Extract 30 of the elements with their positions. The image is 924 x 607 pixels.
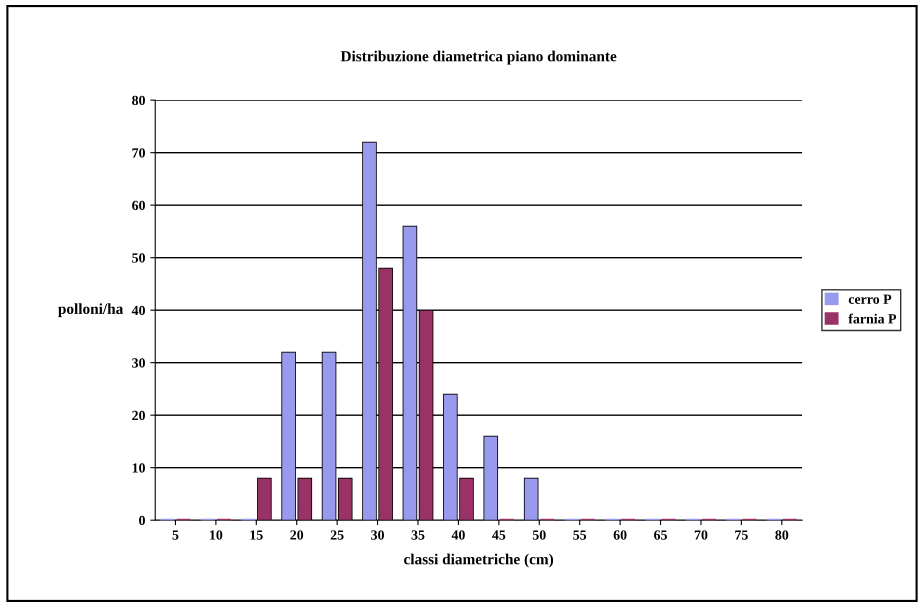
x-tick-label: 15 [250, 530, 263, 540]
x-tick-label: 80 [775, 530, 788, 540]
x-tick-label: 5 [172, 530, 178, 540]
x-axis-title: classi diametriche (cm) [404, 554, 554, 568]
y-tick-label: 40 [132, 306, 145, 316]
y-tick-label: 10 [132, 463, 145, 473]
x-tick-label: 25 [330, 530, 344, 540]
x-tick-label: 65 [654, 530, 667, 540]
legend-label: farnia P [848, 314, 896, 324]
y-axis-title: polloni/ha [58, 303, 124, 318]
legend-label: cerro P [848, 294, 892, 304]
y-tick-label: 50 [132, 253, 145, 263]
x-tick-label: 75 [735, 530, 748, 540]
x-tick-label: 50 [532, 530, 546, 540]
x-tick-label: 10 [210, 530, 222, 540]
y-tick-label: 60 [132, 200, 145, 210]
y-tick-label: 30 [132, 358, 145, 368]
x-tick-label: 55 [573, 530, 586, 540]
chart-title: Distribuzione diametrica piano dominante [340, 50, 616, 65]
y-tick-label: 70 [132, 148, 145, 158]
y-tick-label: 80 [132, 96, 145, 106]
x-tick-label: 30 [371, 530, 384, 540]
y-tick-label: 0 [139, 516, 145, 526]
x-tick-label: 60 [614, 530, 627, 540]
y-tick-label: 20 [132, 410, 145, 420]
x-tick-label: 35 [412, 530, 424, 540]
x-tick-label: 20 [290, 530, 304, 540]
x-tick-label: 70 [694, 530, 708, 540]
x-tick-label: 45 [492, 530, 506, 540]
x-tick-label: 40 [452, 530, 465, 540]
